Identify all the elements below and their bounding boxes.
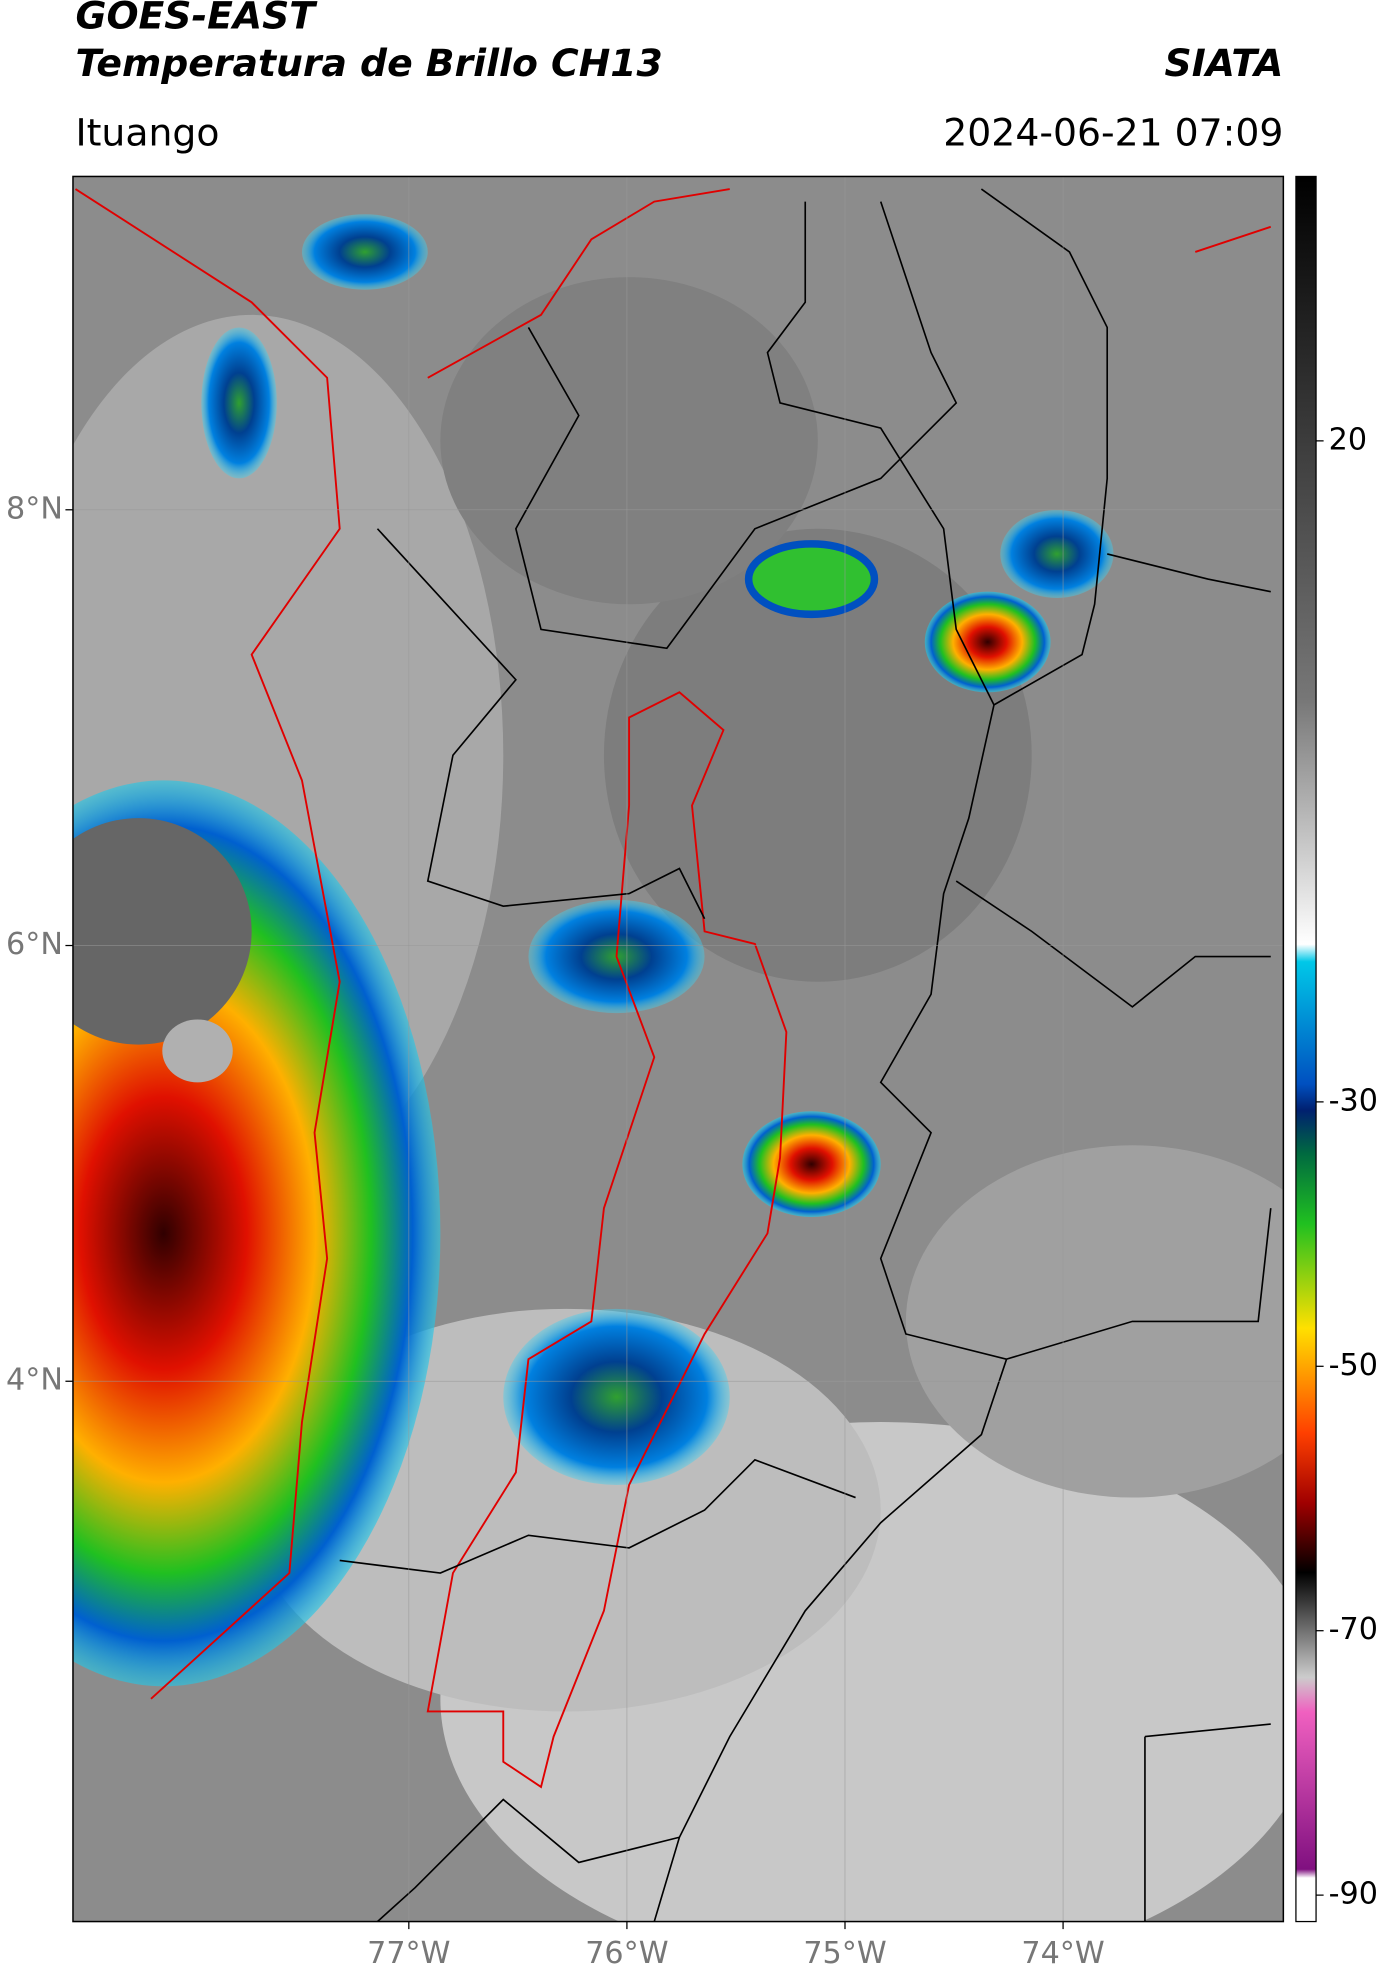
- x-tick-label: 74°W: [1021, 1936, 1104, 1971]
- y-tick-label: 4°N: [6, 1363, 63, 1398]
- graticule: [72, 176, 1284, 1922]
- subtitle: Temperatura de Brillo CH13: [75, 41, 662, 85]
- map-frame: [72, 175, 1285, 1923]
- satellite-image: [72, 176, 1284, 1922]
- colorbar-tick-label: -90: [1329, 1877, 1378, 1912]
- colorbar-tick-label: 20: [1329, 422, 1367, 457]
- x-tick-label: 76°W: [585, 1936, 668, 1971]
- x-tick-label: 77°W: [367, 1936, 450, 1971]
- colorbar-tick-label: -50: [1329, 1348, 1378, 1383]
- y-tick-label: 8°N: [6, 491, 63, 526]
- colorbar-tick-label: -70: [1329, 1612, 1378, 1647]
- title: GOES-EAST: [75, 0, 318, 37]
- y-tick-label: 6°N: [6, 927, 63, 962]
- source: SIATA: [1165, 41, 1284, 85]
- colorbar: [1295, 175, 1317, 1923]
- location: Ituango: [75, 110, 219, 154]
- colorbar-tick-label: -30: [1329, 1083, 1378, 1118]
- x-tick-label: 75°W: [803, 1936, 886, 1971]
- datetime: 2024-06-21 07:09: [943, 110, 1283, 154]
